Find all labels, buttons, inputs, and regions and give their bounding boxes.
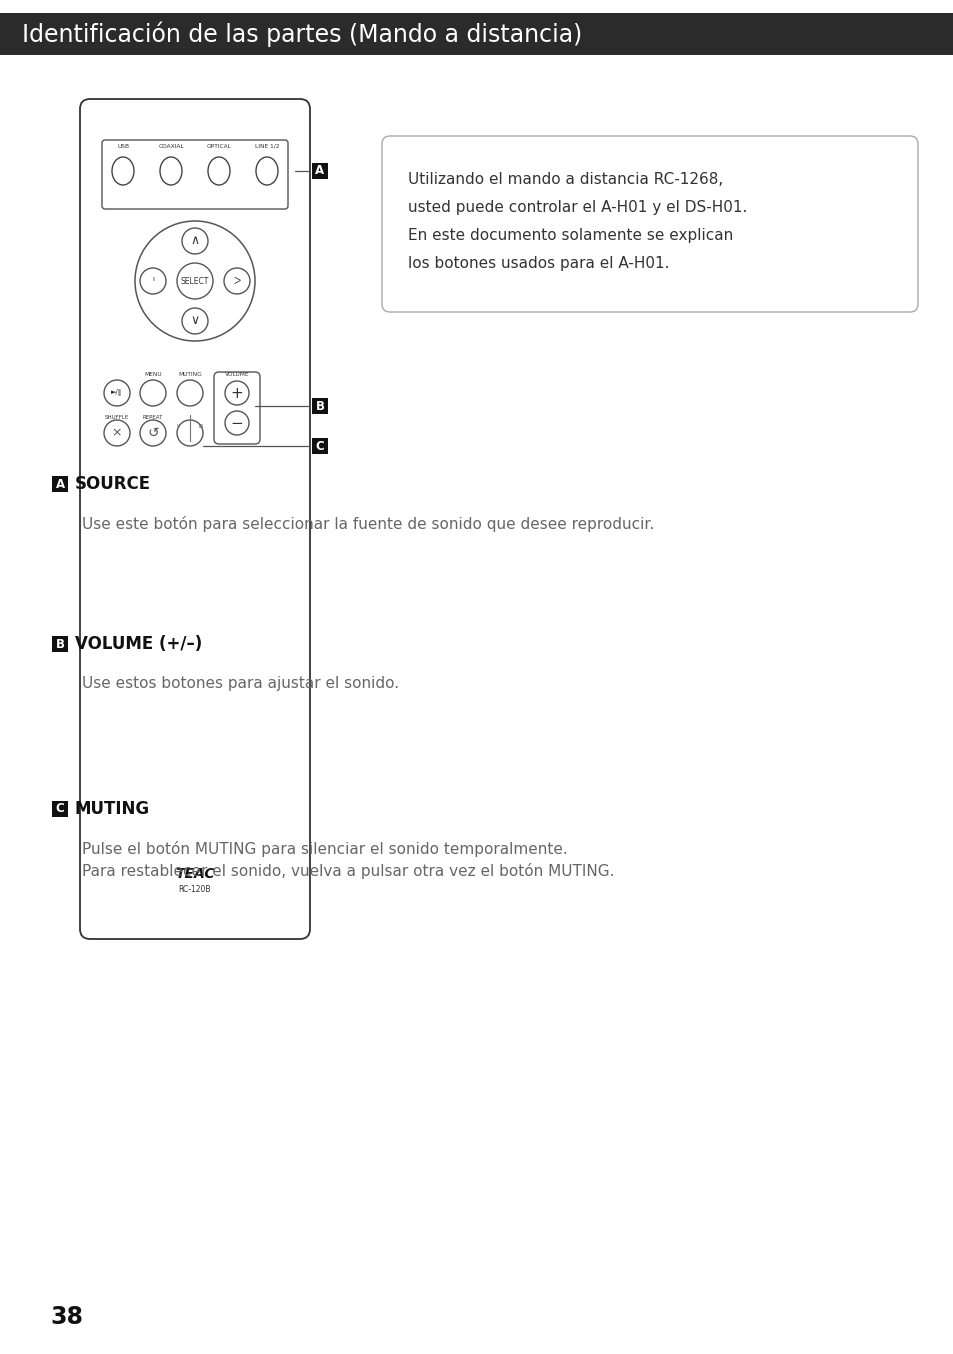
Text: Identificación de las partes (Mando a distancia): Identificación de las partes (Mando a di…: [22, 22, 581, 47]
Ellipse shape: [135, 221, 254, 341]
FancyBboxPatch shape: [52, 477, 68, 492]
Text: B: B: [55, 638, 65, 650]
Text: A: A: [315, 164, 324, 177]
Text: En este documento solamente se explican: En este documento solamente se explican: [408, 227, 733, 242]
FancyBboxPatch shape: [381, 135, 917, 311]
Text: los botones usados para el A-H01.: los botones usados para el A-H01.: [408, 256, 669, 271]
Text: VOLUME: VOLUME: [225, 372, 249, 376]
FancyBboxPatch shape: [213, 372, 260, 444]
Ellipse shape: [140, 268, 166, 294]
Ellipse shape: [112, 157, 133, 185]
Text: usted puede controlar el A-H01 y el DS-H01.: usted puede controlar el A-H01 y el DS-H…: [408, 200, 746, 215]
Ellipse shape: [177, 420, 203, 445]
Ellipse shape: [104, 380, 130, 406]
Text: ᑊ: ᑊ: [152, 276, 153, 286]
Ellipse shape: [140, 420, 166, 445]
FancyBboxPatch shape: [102, 139, 288, 209]
Text: 38: 38: [50, 1305, 83, 1330]
Ellipse shape: [177, 263, 213, 299]
Text: SHUFFLE: SHUFFLE: [105, 414, 129, 420]
Text: +: +: [231, 386, 243, 401]
FancyBboxPatch shape: [52, 802, 68, 816]
Text: −: −: [231, 416, 243, 431]
FancyBboxPatch shape: [312, 437, 328, 454]
FancyBboxPatch shape: [312, 162, 328, 179]
Text: V: V: [177, 425, 180, 429]
Text: REPEAT: REPEAT: [143, 414, 163, 420]
Ellipse shape: [104, 420, 130, 445]
Text: ∧: ∧: [191, 234, 199, 248]
Text: C: C: [55, 803, 64, 815]
Ellipse shape: [255, 157, 277, 185]
Text: Use este botón para seleccionar la fuente de sonido que desee reproducir.: Use este botón para seleccionar la fuent…: [82, 516, 654, 532]
Ellipse shape: [140, 380, 166, 406]
Text: IO: IO: [198, 425, 203, 429]
Ellipse shape: [224, 268, 250, 294]
Text: ∨: ∨: [191, 314, 199, 328]
Text: A: A: [55, 478, 65, 490]
Text: SELECT: SELECT: [181, 276, 209, 286]
Text: B: B: [315, 399, 324, 413]
Text: ►/‖: ►/‖: [112, 390, 123, 397]
Text: COAXIAL: COAXIAL: [158, 144, 184, 149]
Ellipse shape: [177, 380, 203, 406]
Ellipse shape: [182, 227, 208, 255]
Text: VOLUME (+/–): VOLUME (+/–): [75, 635, 202, 653]
Text: ᐳ: ᐳ: [233, 276, 240, 286]
Ellipse shape: [182, 307, 208, 334]
Ellipse shape: [160, 157, 182, 185]
Text: C: C: [315, 440, 324, 452]
Text: Para restablecer el sonido, vuelva a pulsar otra vez el botón MUTING.: Para restablecer el sonido, vuelva a pul…: [82, 862, 614, 879]
FancyBboxPatch shape: [52, 636, 68, 653]
Ellipse shape: [225, 412, 249, 435]
Text: Pulse el botón MUTING para silenciar el sonido temporalmente.: Pulse el botón MUTING para silenciar el …: [82, 841, 567, 857]
Text: RC-120B: RC-120B: [178, 886, 211, 895]
Text: ↺: ↺: [147, 427, 158, 440]
FancyBboxPatch shape: [80, 99, 310, 940]
FancyBboxPatch shape: [0, 14, 953, 56]
Text: USB: USB: [117, 144, 129, 149]
Text: TEAC: TEAC: [175, 867, 214, 881]
Text: LINE 1/2: LINE 1/2: [254, 144, 279, 149]
Text: Use estos botones para ajustar el sonido.: Use estos botones para ajustar el sonido…: [82, 676, 398, 691]
Text: MUTING: MUTING: [178, 372, 202, 376]
Text: Utilizando el mando a distancia RC-1268,: Utilizando el mando a distancia RC-1268,: [408, 172, 722, 187]
Ellipse shape: [208, 157, 230, 185]
Text: ×: ×: [112, 427, 122, 440]
Text: OPTICAL: OPTICAL: [207, 144, 232, 149]
FancyBboxPatch shape: [312, 398, 328, 414]
Text: MUTING: MUTING: [75, 800, 150, 818]
Text: SOURCE: SOURCE: [75, 475, 151, 493]
Ellipse shape: [225, 380, 249, 405]
Text: MENU: MENU: [144, 372, 162, 376]
